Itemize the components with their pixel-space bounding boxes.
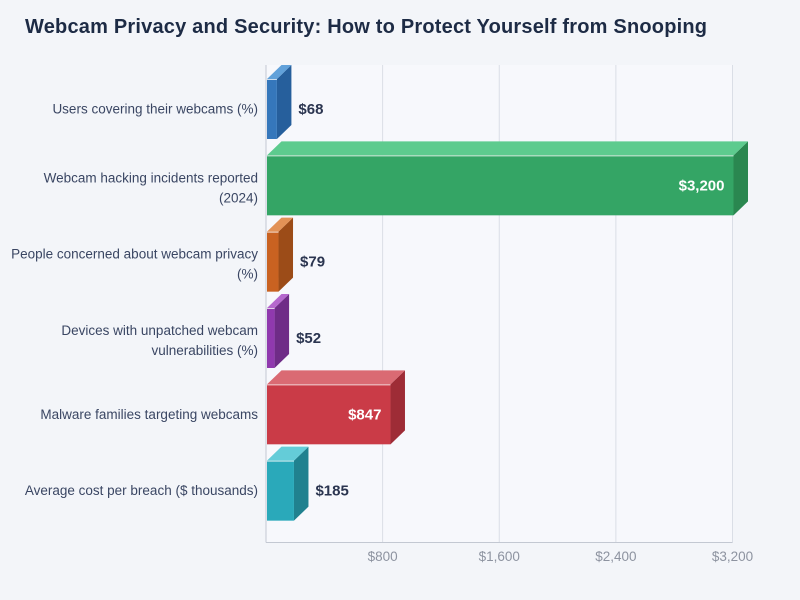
category-label: Average cost per breach ($ thousands) [25,483,258,498]
bar-front-face-teal [267,460,294,521]
x-tick-label: $2,400 [595,549,636,564]
category-label: Malware families targeting webcams [40,407,258,422]
bar-side-face-teal [293,446,309,521]
bar-top-face-purple [267,293,290,308]
bar-side-face-red [390,370,405,445]
value-label: $3,200 [679,177,725,194]
x-tick-label: $1,600 [479,549,520,564]
bar-side-face-purple [274,293,290,368]
category-label-line2: vulnerabilities (%) [151,343,258,358]
bar-side-face-green [733,141,748,216]
category-label-line1: People concerned about webcam privacy [11,247,258,262]
bar-front-face-orange [267,231,279,292]
x-tick-label: $3,200 [712,549,753,564]
value-label: $185 [315,483,348,500]
bar-top-face-green [267,141,748,156]
chart-title: Webcam Privacy and Security: How to Prot… [25,16,708,38]
category-label-line1: Devices with unpatched webcam [61,323,258,338]
bar-top-face-blue [267,65,292,79]
bar-side-face-blue [276,65,292,139]
category-label-line2: (%) [237,267,258,282]
bar-side-face-orange [278,217,294,292]
bar-top-face-teal [267,446,309,461]
bar-front-face-purple [267,307,275,368]
x-tick-label: $800 [368,549,398,564]
bar-front-face-red [267,384,391,445]
value-label: $52 [296,330,321,347]
bar-top-face-red [267,370,405,385]
category-label-line1: Webcam hacking incidents reported [44,170,258,185]
bar-front-face-blue [267,79,277,139]
value-label: $847 [348,406,381,423]
bar-front-face-green [267,155,734,216]
value-label: $68 [298,101,323,118]
category-label: Users covering their webcams (%) [52,102,258,117]
category-label-line2: (2024) [219,190,258,205]
bar-top-face-orange [267,217,294,232]
value-label: $79 [300,254,325,271]
